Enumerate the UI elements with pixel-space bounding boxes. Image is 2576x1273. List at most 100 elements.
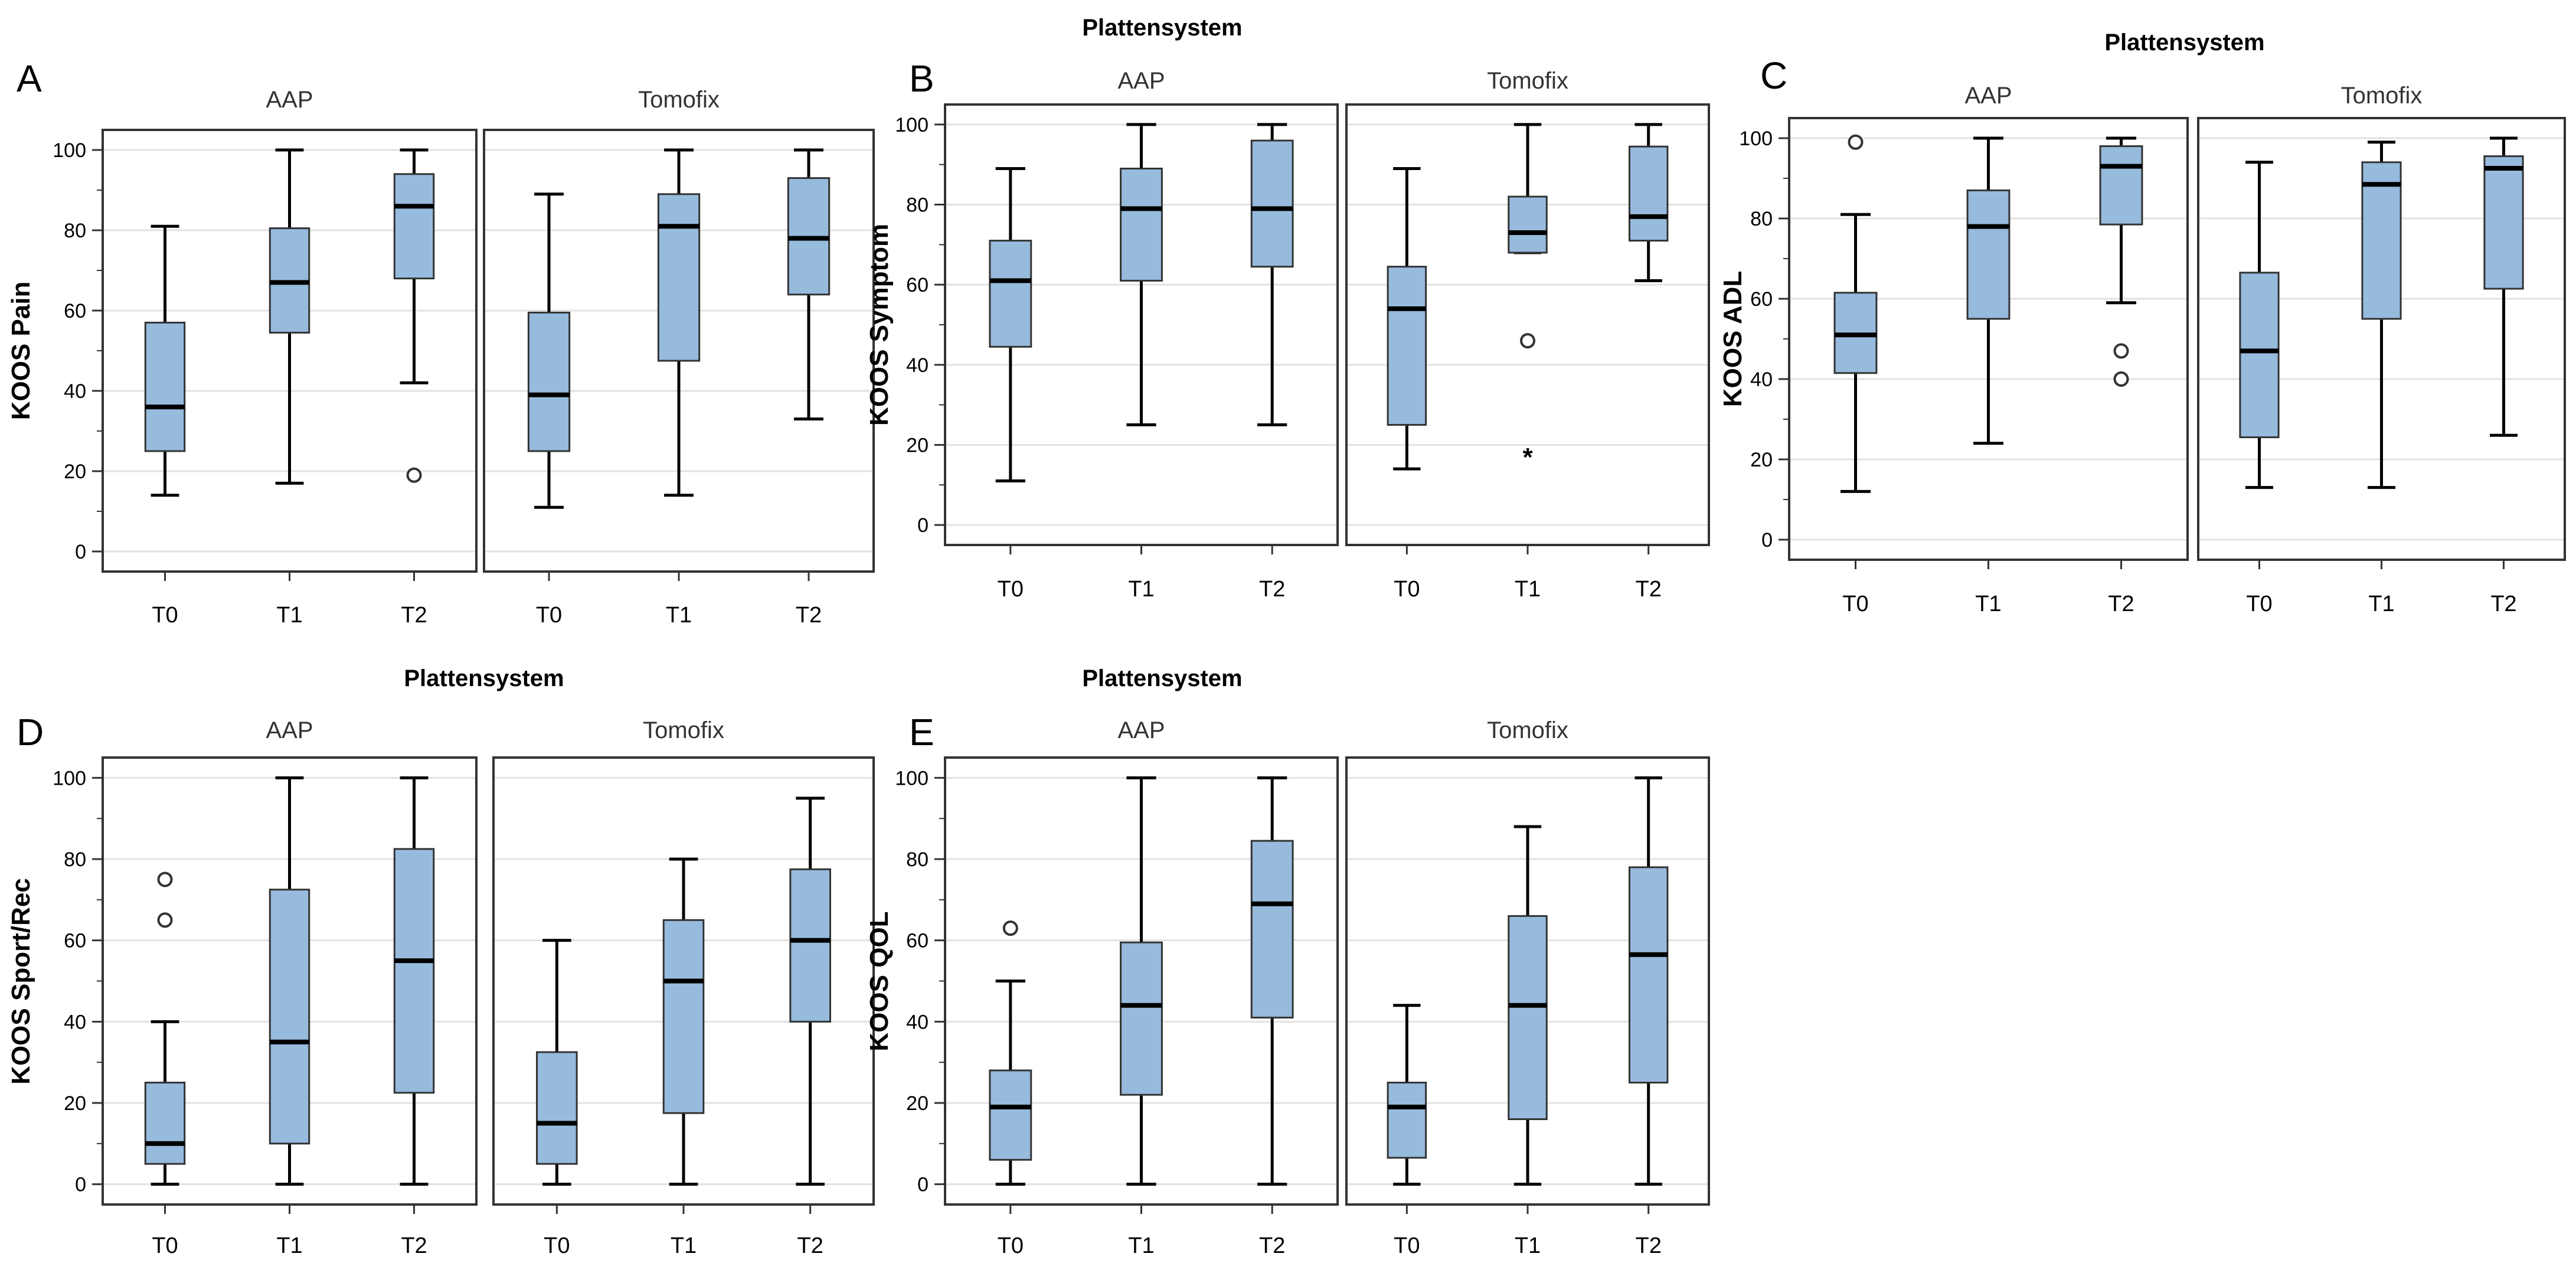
facet-tomofix: Tomofix T0 T1 T2	[1345, 717, 1710, 1258]
iqr-box	[269, 889, 310, 1145]
facet-label: AAP	[266, 87, 313, 113]
x-tick-label: T1	[1515, 577, 1541, 602]
y-tick-label: 80	[906, 194, 929, 217]
iqr-box	[144, 1082, 186, 1165]
y-tick-label: 40	[64, 1011, 86, 1033]
x-tick-label: T2	[796, 603, 822, 628]
x-tick-label: T1	[276, 603, 302, 628]
x-tick-label: T2	[401, 1233, 427, 1258]
panel-letter: A	[17, 57, 42, 100]
panel-title: Plattensystem	[404, 665, 564, 691]
y-axis-label: KOOS Pain	[6, 282, 35, 420]
facet-label: Tomofix	[2341, 83, 2423, 109]
iqr-box	[393, 173, 435, 280]
iqr-box	[1387, 1082, 1427, 1159]
facet-tomofix: Tomofix T0 T1 T2	[483, 87, 875, 628]
facet-tomofix: Tomofix T0 T1 T2	[492, 717, 875, 1258]
y-tick-label: 40	[64, 380, 86, 403]
y-tick-label: 20	[906, 434, 929, 456]
outlier-point	[157, 912, 173, 928]
x-tick-label: T2	[2108, 592, 2134, 616]
outlier-point	[1002, 921, 1018, 936]
y-tick-label: 0	[75, 541, 86, 563]
panel-title: Plattensystem	[1082, 15, 1242, 41]
x-tick-label: T1	[671, 1233, 697, 1258]
iqr-box	[1120, 941, 1163, 1096]
box-t1: T1	[1120, 776, 1163, 1258]
facet-tomofix: Tomofix T0 T1 T2	[2197, 83, 2566, 616]
box-t1: T1	[662, 857, 705, 1258]
facet-frame	[102, 756, 478, 1206]
iqr-box	[144, 321, 186, 452]
x-tick-label: T1	[666, 603, 692, 628]
facet-aap: AAP T0 T1 T2	[102, 717, 478, 1258]
y-tick-label: 20	[64, 461, 86, 483]
x-tick-label: T2	[1635, 577, 1661, 602]
iqr-box	[2099, 145, 2143, 226]
iqr-box	[2361, 161, 2402, 320]
facet-label: AAP	[266, 717, 313, 743]
facet-frame	[1345, 103, 1710, 546]
x-tick-label: T1	[2368, 592, 2394, 616]
box-t0: T0	[527, 192, 571, 628]
y-tick-label: 40	[906, 354, 929, 377]
y-tick-label: 100	[53, 139, 86, 162]
x-tick-label: T0	[2246, 592, 2272, 616]
y-axis-label: KOOS Symptom	[865, 224, 894, 426]
y-tick-label: 100	[53, 767, 86, 789]
y-tick-label: 60	[906, 930, 929, 952]
box-t2: T2	[1250, 123, 1294, 602]
x-tick-label: T0	[998, 1233, 1024, 1258]
facet-frame	[492, 756, 875, 1206]
facet-label: AAP	[1964, 83, 2012, 109]
box-t0: T0	[1387, 1004, 1427, 1258]
box-t2: T2	[393, 148, 435, 628]
x-tick-label: T2	[2490, 592, 2516, 616]
y-tick-label: 80	[64, 220, 86, 242]
x-tick-label: T1	[276, 1233, 302, 1258]
iqr-box	[989, 1069, 1032, 1161]
facet-aap: AAP T0 T1 T2	[102, 87, 478, 628]
y-tick-label: 0	[917, 514, 929, 537]
outlier-point	[406, 467, 422, 483]
facet-label: Tomofix	[1487, 717, 1568, 743]
box-t1: T1	[657, 148, 701, 628]
y-tick-label: 100	[895, 114, 929, 136]
box-t0: T0	[144, 871, 186, 1258]
x-tick-label: T0	[152, 603, 178, 628]
box-t2: T2	[1250, 776, 1294, 1258]
box-t2: T2	[1628, 123, 1669, 602]
iqr-box	[536, 1051, 578, 1165]
iqr-box	[527, 311, 571, 452]
iqr-box	[2239, 272, 2280, 439]
box-t0: T0	[144, 224, 186, 628]
x-tick-label: T0	[152, 1233, 178, 1258]
x-tick-label: T2	[1259, 577, 1285, 602]
box-t0: T0	[989, 167, 1032, 602]
outlier-point	[1848, 134, 1864, 150]
iqr-box	[1508, 915, 1548, 1120]
facet-frame	[944, 756, 1339, 1206]
panel-letter: C	[1760, 54, 1787, 97]
iqr-box	[1628, 866, 1669, 1084]
y-tick-label: 60	[906, 274, 929, 296]
outlier-point	[2113, 371, 2129, 387]
facet-label: Tomofix	[638, 87, 720, 113]
facet-label: AAP	[1117, 68, 1165, 94]
facet-aap: AAP T0 T1 T2	[1788, 83, 2189, 616]
facet-label: AAP	[1117, 717, 1165, 743]
y-tick-label: 80	[64, 848, 86, 871]
outlier-point	[157, 871, 173, 887]
x-tick-label: T0	[536, 603, 562, 628]
box-t1: T1	[2361, 141, 2402, 616]
box-t0: T0	[2239, 161, 2280, 616]
panel-b: B Plattensystem KOOS Symptom 0 20 40 60 80 100 AA…	[865, 15, 1710, 602]
box-t1: T1	[269, 776, 310, 1258]
panel-letter: D	[17, 711, 44, 753]
box-t2: T2	[2483, 136, 2524, 616]
extreme-point: *	[1522, 443, 1533, 472]
y-tick-label: 60	[64, 300, 86, 322]
